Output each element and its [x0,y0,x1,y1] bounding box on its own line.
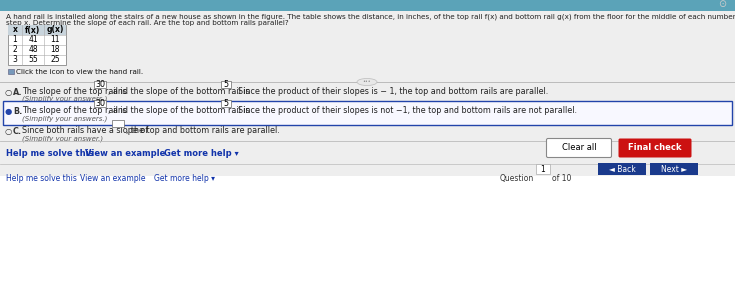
Text: C.: C. [13,127,22,136]
Text: . Since the product of their slopes is not −1, the top and bottom rails are not : . Since the product of their slopes is n… [233,106,577,115]
Text: 2: 2 [12,46,18,55]
Text: 55: 55 [28,55,38,65]
Text: Get more help ▾: Get more help ▾ [164,149,239,158]
FancyBboxPatch shape [220,100,232,107]
Text: Clear all: Clear all [562,143,596,152]
FancyBboxPatch shape [618,138,692,157]
Text: •••: ••• [362,79,371,84]
Text: (Simplify your answers.): (Simplify your answers.) [22,115,107,121]
Text: Help me solve this: Help me solve this [6,174,77,183]
Text: The slope of the top rail is: The slope of the top rail is [22,106,129,115]
Text: ○: ○ [5,88,12,97]
Text: 11: 11 [50,36,60,44]
FancyBboxPatch shape [598,163,646,175]
Text: , the top and bottom rails are parallel.: , the top and bottom rails are parallel. [126,126,280,135]
Text: step x. Determine the slope of each rail. Are the top and bottom rails parallel?: step x. Determine the slope of each rail… [6,20,289,26]
Text: Next ►: Next ► [661,164,687,173]
FancyBboxPatch shape [3,101,732,125]
FancyBboxPatch shape [93,81,107,88]
Text: (Simplify your answers.): (Simplify your answers.) [22,96,107,102]
Text: ⊙: ⊙ [718,0,726,9]
Text: ○: ○ [5,127,12,136]
Text: B.: B. [13,107,22,116]
FancyBboxPatch shape [220,81,232,88]
Text: 25: 25 [50,55,60,65]
FancyBboxPatch shape [0,0,735,11]
Text: Question: Question [500,174,534,183]
FancyBboxPatch shape [650,163,698,175]
Text: 30: 30 [95,99,105,108]
Text: , and the slope of the bottom rail is: , and the slope of the bottom rail is [108,87,252,96]
FancyBboxPatch shape [547,138,612,157]
Text: 18: 18 [50,46,60,55]
Text: 48: 48 [28,46,37,55]
Text: 5: 5 [223,80,229,89]
FancyBboxPatch shape [536,164,550,174]
Text: 1: 1 [12,36,18,44]
FancyBboxPatch shape [112,120,124,127]
Text: A.: A. [13,88,23,97]
Text: (Simplify your answer.): (Simplify your answer.) [22,135,103,142]
Text: 1: 1 [541,164,545,173]
Text: The slope of the top rail is: The slope of the top rail is [22,87,129,96]
Text: 30: 30 [95,80,105,89]
Text: of 10: of 10 [552,174,571,183]
Text: ●: ● [5,107,12,116]
FancyBboxPatch shape [8,25,66,65]
Text: A hand rail is installed along the stairs of a new house as shown in the figure.: A hand rail is installed along the stair… [6,14,735,20]
Text: Click the icon to view the hand rail.: Click the icon to view the hand rail. [16,69,143,75]
Text: g(x): g(x) [46,25,64,34]
Text: x: x [12,25,18,34]
Text: Help me solve this: Help me solve this [6,149,93,158]
Text: ◄ Back: ◄ Back [609,164,635,173]
Text: Final check: Final check [628,143,682,152]
Text: 41: 41 [28,36,37,44]
Text: Get more help ▾: Get more help ▾ [154,174,215,183]
Text: 5: 5 [223,99,229,108]
Text: . Since the product of their slopes is − 1, the top and bottom rails are paralle: . Since the product of their slopes is −… [233,87,548,96]
Text: , and the slope of the bottom rail is: , and the slope of the bottom rail is [108,106,252,115]
Text: f(x): f(x) [26,25,40,34]
Ellipse shape [357,79,377,86]
FancyBboxPatch shape [8,69,14,74]
FancyBboxPatch shape [0,176,735,292]
Text: Since both rails have a slope of: Since both rails have a slope of [22,126,151,135]
Text: 3: 3 [12,55,18,65]
Text: View an example: View an example [80,174,146,183]
FancyBboxPatch shape [93,100,107,107]
FancyBboxPatch shape [8,25,66,35]
Text: View an example: View an example [85,149,165,158]
